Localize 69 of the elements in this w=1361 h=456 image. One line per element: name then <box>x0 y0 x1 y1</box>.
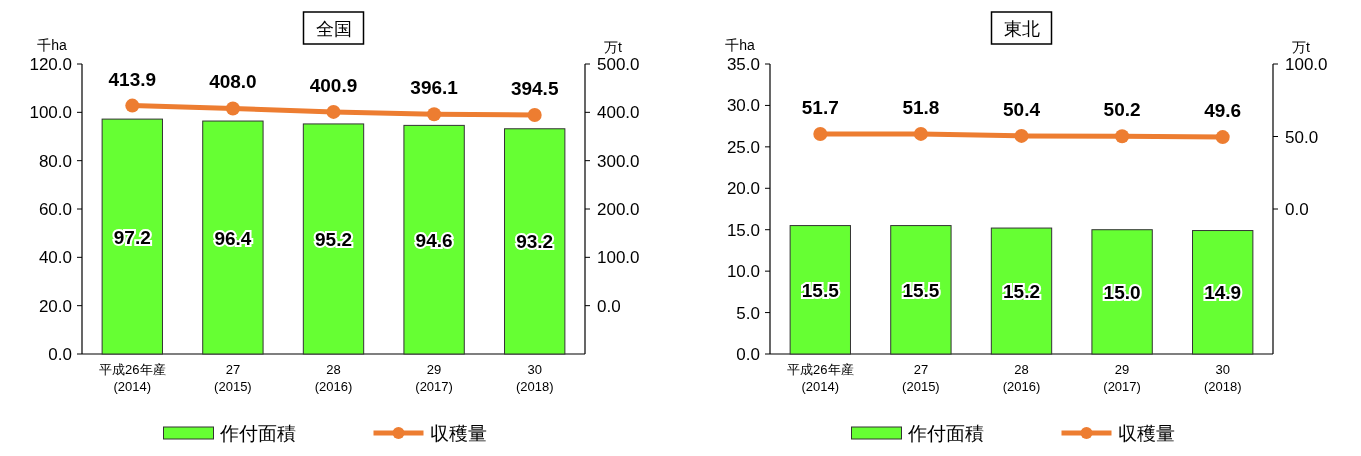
data-label: 94.6 <box>415 229 453 251</box>
legend-label: 収穫量 <box>1117 423 1175 444</box>
x-tick-label: 30 (2018) <box>515 362 554 394</box>
y-tick-label: 0.0 <box>736 345 760 364</box>
data-label: 96.4 <box>214 227 252 249</box>
y2-tick-label: 50.0 <box>1285 127 1319 147</box>
point <box>326 104 341 119</box>
data-label: 49.6 <box>1204 100 1242 122</box>
y-tick-label: 120.0 <box>29 55 72 74</box>
y-tick-label: 20.0 <box>38 296 72 316</box>
y-tick-label: 80.0 <box>38 151 72 171</box>
x-tick-label: 27 (2015) <box>902 362 940 394</box>
y-tick-label: 25.0 <box>726 137 760 157</box>
point <box>527 107 542 122</box>
point <box>225 101 240 116</box>
x-tick-label: 30 (2018) <box>1203 362 1242 394</box>
y2-tick-label: 200.0 <box>597 200 640 219</box>
y-tick-label: 5.0 <box>736 303 760 323</box>
y-axis-title: 千ha <box>37 37 67 53</box>
data-label: 97.2 <box>113 226 151 248</box>
y2-axis-title: 万t <box>604 39 623 55</box>
data-label: 413.9 <box>108 68 157 90</box>
y2-tick-label: 100.0 <box>597 248 640 268</box>
y-tick-label: 20.0 <box>726 179 760 199</box>
data-label: 50.4 <box>1003 98 1041 120</box>
data-label: 394.5 <box>510 77 559 99</box>
legend-label: 作付面積 <box>218 423 296 444</box>
y-tick-label: 35.0 <box>726 55 760 74</box>
data-label: 95.2 <box>315 228 352 250</box>
x-tick-label: 29 (2017) <box>415 362 453 394</box>
y2-tick-label: 300.0 <box>597 151 640 171</box>
data-label: 15.5 <box>801 279 840 301</box>
legend-label: 収穫量 <box>429 423 487 444</box>
data-label: 15.5 <box>902 279 940 301</box>
y-tick-label: 15.0 <box>726 220 760 240</box>
y2-tick-label: 500.0 <box>597 55 640 74</box>
data-label: 400.9 <box>309 74 358 96</box>
chart-title: 全国 <box>315 19 352 39</box>
point <box>427 107 442 122</box>
y2-tick-label: 0.0 <box>597 296 621 316</box>
y2-tick-label: 400.0 <box>597 103 640 123</box>
data-label: 396.1 <box>410 77 459 99</box>
chart-title: 東北 <box>1003 19 1040 39</box>
y-tick-label: 100.0 <box>29 103 72 123</box>
data-label: 15.0 <box>1103 281 1141 303</box>
x-tick-label: 平成26年産 (2014) <box>99 362 166 394</box>
data-label: 408.0 <box>209 71 257 93</box>
x-tick-label: 27 (2015) <box>214 362 252 394</box>
y-tick-label: 10.0 <box>726 262 760 282</box>
data-label: 93.2 <box>516 231 554 253</box>
x-tick-label: 28 (2016) <box>314 362 353 394</box>
data-label: 50.2 <box>1103 99 1141 121</box>
y2-tick-label: 100.0 <box>1285 55 1328 74</box>
legend-label: 作付面積 <box>906 423 984 444</box>
y2-tick-label: 0.0 <box>1285 200 1309 219</box>
data-label: 51.7 <box>801 97 839 119</box>
y-axis-title: 千ha <box>725 37 755 53</box>
y-tick-label: 60.0 <box>38 200 72 219</box>
data-label: 51.8 <box>902 96 940 118</box>
x-tick-label: 29 (2017) <box>1103 362 1141 394</box>
y-tick-label: 0.0 <box>48 345 72 364</box>
y2-axis-title: 万t <box>1292 39 1311 55</box>
data-label: 15.2 <box>1003 281 1040 303</box>
x-tick-label: 平成26年産 (2014) <box>787 362 854 394</box>
y-tick-label: 40.0 <box>38 248 72 268</box>
data-label: 14.9 <box>1204 282 1242 304</box>
y-tick-label: 30.0 <box>726 96 760 116</box>
point <box>125 98 140 113</box>
x-tick-label: 28 (2016) <box>1002 362 1041 394</box>
